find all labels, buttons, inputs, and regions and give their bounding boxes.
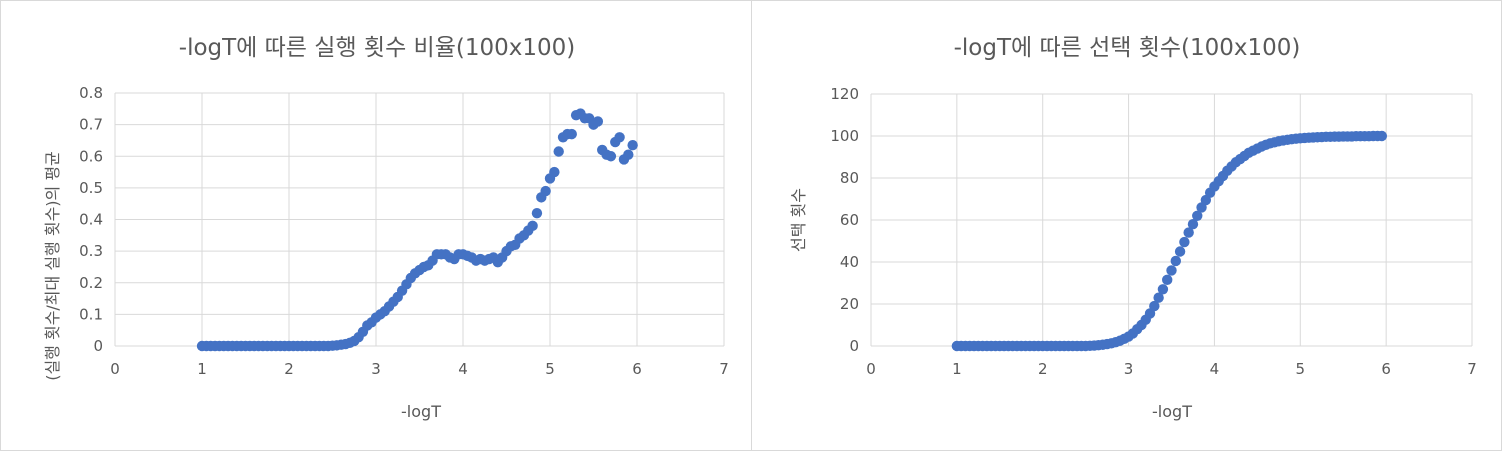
data-point — [1153, 292, 1164, 303]
data-point — [531, 207, 543, 219]
x-tick-label: 2 — [1038, 360, 1048, 378]
y-tick-label: 120 — [830, 85, 859, 103]
data-point — [1166, 265, 1177, 276]
x-tick-label: 7 — [1467, 360, 1477, 378]
data-point — [1157, 284, 1169, 295]
y-tick-label: 0.5 — [79, 179, 103, 197]
x-tick-label: 0 — [110, 360, 120, 378]
x-tick-label: 3 — [1124, 360, 1134, 378]
chart-panel-right: -logT에 따른 선택 횟수(100x100) 0 20 40 60 80 100 120… — [751, 0, 1502, 451]
data-point — [605, 151, 617, 162]
y-tick-label: 100 — [830, 127, 859, 145]
data-point — [614, 132, 625, 143]
chart-panel-left: -logT에 따른 실행 횟수 비율(100x100) 0 0.1 0.2 0.3 0.… — [0, 0, 752, 451]
data-point — [1376, 130, 1388, 142]
x-tick-label: 2 — [284, 360, 294, 378]
chart-left-x-ticks: 0 1 2 3 4 5 6 7 — [110, 360, 729, 378]
data-point — [1149, 300, 1160, 312]
y-tick-label: 40 — [840, 253, 859, 271]
y-tick-label: 0.3 — [79, 242, 103, 260]
y-tick-label: 0.2 — [79, 274, 103, 292]
data-point — [623, 149, 634, 160]
chart-left-svg: -logT에 따른 실행 횟수 비율(100x100) 0 0.1 0.2 0.3 0.… — [43, 35, 729, 421]
x-tick-label: 5 — [545, 360, 555, 378]
data-point — [1179, 236, 1190, 248]
x-tick-label: 6 — [1381, 360, 1391, 378]
data-point — [1162, 274, 1173, 286]
x-tick-label: 0 — [866, 360, 876, 378]
chart-right-y-axis-label: 선택 횟수 — [789, 188, 808, 252]
x-tick-label: 6 — [632, 360, 642, 378]
y-tick-label: 0.6 — [79, 147, 103, 165]
chart-left-y-ticks: 0 0.1 0.2 0.3 0.4 0.5 0.6 0.7 0.8 — [79, 84, 103, 355]
chart-left-x-axis-label: -logT — [401, 402, 441, 421]
chart-right-x-ticks: 0 1 2 3 4 5 6 7 — [866, 360, 1477, 378]
chart-left-grid — [114, 92, 725, 347]
y-tick-label: 60 — [840, 211, 859, 229]
y-tick-label: 0 — [93, 337, 103, 355]
data-point — [1192, 210, 1203, 221]
x-tick-label: 5 — [1296, 360, 1306, 378]
x-tick-label: 4 — [1210, 360, 1220, 378]
chart-left-title: -logT에 따른 실행 횟수 비율(100x100) — [179, 35, 575, 61]
y-tick-label: 20 — [840, 295, 859, 313]
data-point — [1170, 255, 1181, 267]
data-point — [553, 146, 564, 157]
data-point — [1174, 246, 1186, 257]
chart-right-title: -logT에 따른 선택 횟수(100x100) — [954, 35, 1301, 61]
chart-right-svg: -logT에 따른 선택 횟수(100x100) 020406080100120… — [789, 35, 1477, 421]
data-point — [592, 116, 604, 127]
data-point — [1183, 227, 1194, 238]
y-tick-label: 0.1 — [79, 305, 103, 323]
x-tick-label: 1 — [952, 360, 962, 378]
x-tick-label: 1 — [197, 360, 207, 378]
chart-right-x-axis-label: -logT — [1152, 402, 1192, 421]
y-tick-label: 0.8 — [79, 84, 103, 102]
y-tick-label: 0.7 — [79, 116, 103, 134]
chart-right-y-ticks: 0 20 40 60 80 100 120 — [830, 85, 859, 355]
data-point — [549, 166, 560, 178]
data-point — [627, 139, 638, 151]
x-tick-label: 3 — [371, 360, 381, 378]
x-tick-label: 7 — [719, 360, 729, 378]
x-tick-label: 4 — [458, 360, 468, 378]
y-tick-label: 0.4 — [79, 211, 103, 229]
chart-left-y-axis-label: (실행 횟수/최대 실행 횟수)의 평균 — [43, 151, 62, 381]
data-point — [527, 220, 538, 232]
data-point — [1187, 219, 1199, 230]
chart-left-points — [196, 108, 638, 352]
y-tick-label: 80 — [840, 169, 859, 187]
data-point — [566, 128, 577, 140]
y-tick-label: 0 — [849, 337, 859, 355]
chart-right-points — [951, 130, 1388, 352]
data-point — [540, 185, 551, 197]
